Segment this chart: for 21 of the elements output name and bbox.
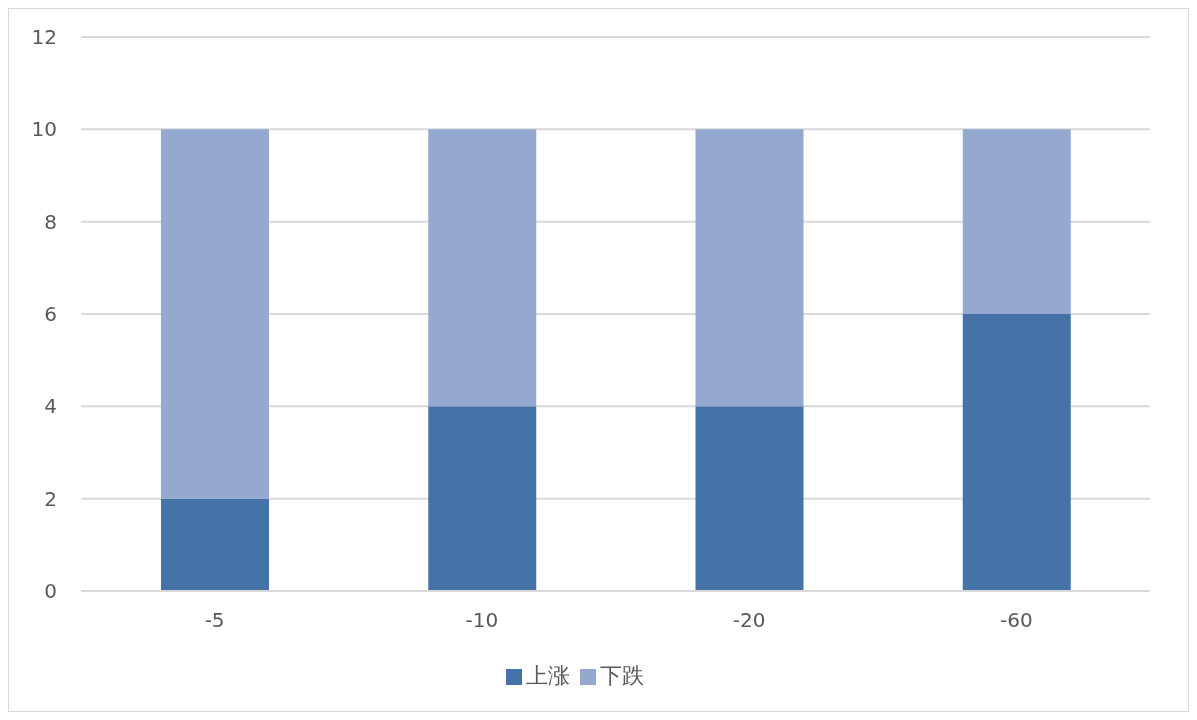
bar xyxy=(428,129,537,407)
bar xyxy=(161,498,269,591)
y-tick-label: 2 xyxy=(44,486,57,511)
legend-label: 下跌 xyxy=(599,663,644,688)
bar xyxy=(962,314,1071,591)
bar xyxy=(161,129,269,499)
x-tick-label: -5 xyxy=(204,608,225,633)
bar xyxy=(428,406,537,591)
y-tick-label: 10 xyxy=(31,117,57,142)
x-tick-label: -60 xyxy=(1000,608,1033,633)
bar xyxy=(695,406,804,591)
bar xyxy=(695,129,804,407)
y-tick-label: 6 xyxy=(44,302,57,327)
y-tick-label: 4 xyxy=(44,394,57,419)
x-tick-label: -10 xyxy=(465,608,499,633)
y-tick-label: 12 xyxy=(31,25,57,50)
y-tick-label: 0 xyxy=(44,579,57,604)
legend-label: 上涨 xyxy=(525,663,570,688)
bar xyxy=(962,129,1071,314)
x-tick-label: -20 xyxy=(732,608,766,633)
y-tick-label: 8 xyxy=(44,209,57,234)
